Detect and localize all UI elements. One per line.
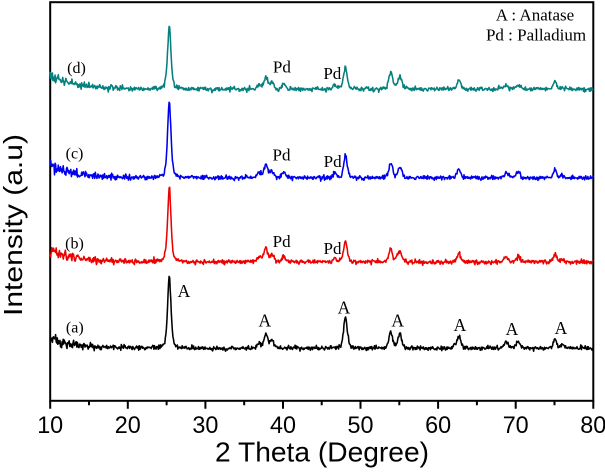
svg-text:30: 30 xyxy=(192,412,218,439)
svg-text:80: 80 xyxy=(580,412,605,439)
svg-text:40: 40 xyxy=(270,412,296,439)
svg-text:A: A xyxy=(454,315,467,335)
svg-text:Pd: Pd xyxy=(324,152,342,171)
svg-text:70: 70 xyxy=(503,412,529,439)
svg-text:A: A xyxy=(391,311,404,331)
svg-text:Intensity (a.u): Intensity (a.u) xyxy=(0,134,28,316)
svg-text:A: A xyxy=(178,281,191,301)
svg-text:A : Anatase: A : Anatase xyxy=(496,6,574,25)
svg-text:Pd: Pd xyxy=(324,239,342,258)
svg-text:50: 50 xyxy=(348,412,374,439)
svg-text:(b): (b) xyxy=(65,236,84,253)
svg-text:A: A xyxy=(338,298,351,318)
svg-text:Pd: Pd xyxy=(273,232,291,251)
svg-text:(d): (d) xyxy=(67,60,86,77)
svg-text:Pd: Pd xyxy=(323,64,341,83)
svg-text:Pd: Pd xyxy=(273,146,291,165)
svg-text:2 Theta (Degree): 2 Theta (Degree) xyxy=(215,437,429,468)
svg-text:Pd: Pd xyxy=(273,58,291,77)
svg-text:(a): (a) xyxy=(66,319,84,336)
svg-text:20: 20 xyxy=(115,412,141,439)
svg-text:10: 10 xyxy=(37,412,63,439)
svg-text:Pd : Palladium: Pd : Palladium xyxy=(486,26,586,45)
svg-text:60: 60 xyxy=(425,412,451,439)
svg-text:A: A xyxy=(258,311,271,331)
svg-text:A: A xyxy=(555,318,568,338)
svg-text:(c): (c) xyxy=(66,145,84,162)
svg-text:A: A xyxy=(506,319,519,339)
